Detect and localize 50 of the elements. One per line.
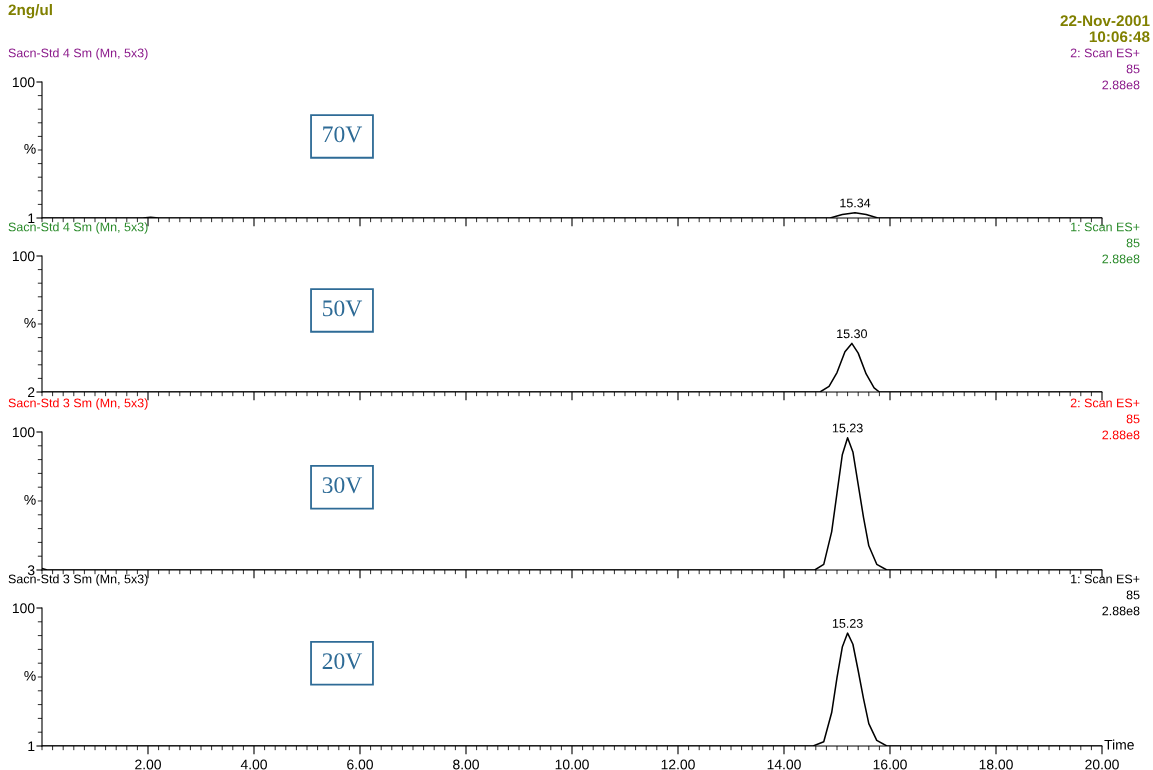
annotation: 50V: [323, 300, 363, 317]
chart-title: 2ng/ul: [8, 4, 52, 19]
chart-subtitle: Sacn-Std 4 Sm (Mn, 5x3): [8, 48, 148, 60]
text: 1: Scan ES+: [1071, 222, 1140, 232]
text: 2.88e8: [1102, 80, 1140, 90]
annotation: 15.23: [832, 423, 863, 433]
y-tick-label: 3: [27, 565, 35, 576]
y-axis-title: %: [24, 494, 36, 505]
x-tick-label: 6.00: [347, 759, 373, 770]
y-axis-title: %: [24, 670, 36, 681]
y-tick-label: 100: [12, 77, 35, 88]
y-axis-title: %: [24, 143, 36, 154]
annotation: 15.23: [832, 618, 863, 628]
annotation: 15.30: [837, 329, 867, 339]
x-tick-label: 12.00: [661, 759, 695, 770]
y-tick-label: 100: [12, 251, 35, 262]
y-axis-title: %: [24, 317, 36, 328]
x-tick-label: 2.00: [135, 759, 161, 770]
text: 2.88e8: [1102, 430, 1140, 440]
text: 85: [1126, 64, 1140, 74]
annotation: 20V: [322, 653, 363, 670]
y-tick-label: 2: [28, 387, 35, 398]
text: 10:06:48: [1089, 31, 1150, 43]
text: 22-Nov-2001: [1060, 15, 1150, 27]
y-tick-label: 1: [28, 213, 35, 224]
x-tick-label: 8.00: [453, 759, 479, 770]
text: 2: Scan ES+: [1070, 48, 1140, 58]
y-tick-label: 1: [28, 741, 35, 752]
x-tick-label: 18.00: [979, 759, 1013, 770]
x-tick-label: 4.00: [240, 759, 267, 770]
chart-subtitle: Sacn-Std 4 Sm (Mn, 5x3): [8, 222, 148, 234]
y-tick-label: 100: [12, 603, 35, 614]
text: 85: [1126, 238, 1140, 248]
text: 85: [1126, 414, 1140, 424]
chart-subtitle: Sacn-Std 3 Sm (Mn, 5x3): [8, 398, 148, 410]
text: 2.88e8: [1102, 606, 1140, 616]
chart-subtitle: Sacn-Std 3 Sm (Mn, 5x3): [8, 574, 148, 586]
text: 2: Scan ES+: [1070, 398, 1140, 408]
annotation: 70V: [323, 126, 363, 143]
annotation: 15.34: [840, 198, 871, 208]
x-axis-title: Time: [1104, 739, 1134, 750]
text: 2.88e8: [1102, 254, 1140, 264]
annotation: 30V: [322, 477, 363, 494]
y-tick-label: 100: [12, 427, 35, 438]
x-tick-label: 20.00: [1085, 759, 1119, 770]
text: 85: [1126, 590, 1140, 600]
x-tick-label: 10.00: [555, 759, 589, 770]
x-tick-label: 14.00: [767, 759, 801, 770]
x-tick-label: 16.00: [873, 759, 907, 770]
text: 1: Scan ES+: [1071, 574, 1140, 584]
